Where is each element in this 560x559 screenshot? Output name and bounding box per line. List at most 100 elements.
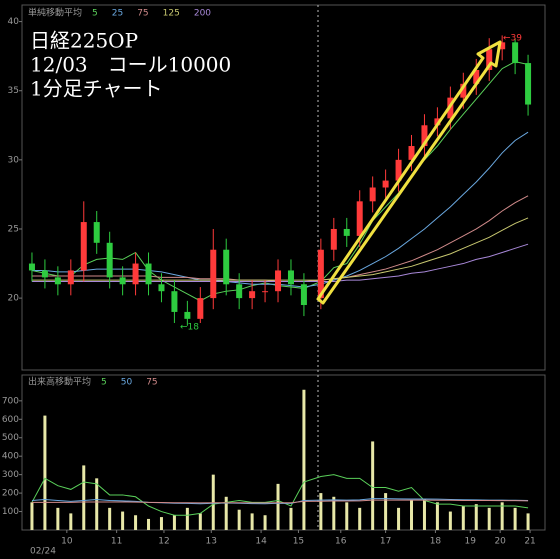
y-tick-label: 400	[2, 452, 19, 462]
legend-entry: 75	[137, 9, 148, 19]
volume-bar	[487, 507, 491, 530]
legend-title: 単純移動平均	[28, 7, 82, 19]
legend-entry: 5	[101, 378, 107, 388]
moving-average	[31, 499, 529, 504]
volume-bar	[147, 518, 151, 530]
trend-arrow	[316, 40, 502, 305]
candle-body	[197, 298, 204, 319]
y-tick-label: 30	[8, 155, 20, 165]
x-tick-label: 14	[255, 537, 267, 547]
candle-body	[408, 146, 415, 160]
title-line: 12/03 コール10000	[30, 53, 231, 77]
candle-body	[54, 277, 61, 285]
volume-bar	[500, 502, 504, 530]
candle-body	[106, 242, 113, 278]
volume-bar	[263, 515, 267, 530]
legend-entry: 125	[163, 9, 180, 19]
price-panel	[21, 4, 546, 371]
volume-bar	[474, 504, 478, 530]
volume-panel	[21, 374, 546, 531]
candle-body	[93, 222, 100, 243]
candle-body	[28, 263, 35, 271]
candle-body	[119, 277, 126, 285]
volume-bar	[237, 509, 241, 530]
y-tick-label: 35	[8, 86, 19, 96]
volume-bar	[319, 493, 323, 530]
volume-bar	[95, 478, 99, 530]
volume-bar	[185, 507, 189, 530]
candle-body	[184, 311, 191, 319]
candle-body	[210, 249, 217, 299]
candle-body	[41, 270, 48, 278]
x-tick-label: 11	[111, 537, 122, 547]
volume-bar	[224, 496, 228, 530]
volume-bar	[159, 517, 163, 530]
volume-bar	[30, 502, 34, 530]
candle-body	[421, 125, 428, 147]
annotation: ←39	[503, 34, 522, 44]
x-tick-label: 16	[335, 537, 347, 547]
volume-bar	[56, 507, 60, 530]
candle-body	[499, 42, 506, 50]
volume-bar	[358, 507, 362, 530]
candle-body	[356, 201, 363, 236]
legend-entry: 25	[112, 9, 123, 19]
candle-body	[473, 69, 480, 84]
candle-body	[236, 284, 243, 299]
candle-body	[343, 228, 350, 236]
candle-body	[434, 118, 441, 126]
candle-body	[171, 291, 178, 312]
y-tick-label: 600	[2, 415, 19, 425]
volume-bar	[371, 441, 375, 530]
candle-body	[80, 222, 87, 271]
x-tick-label: 20	[494, 537, 506, 547]
candle-body	[317, 249, 324, 299]
volume-bar	[134, 515, 138, 530]
candle-body	[67, 270, 74, 285]
volume-bar	[121, 511, 125, 530]
volume-bar	[422, 498, 426, 530]
candle-body	[486, 49, 493, 70]
volume-bar	[250, 513, 254, 530]
y-tick-label: 20	[8, 294, 20, 304]
candle-body	[395, 159, 402, 181]
candle-body	[330, 228, 337, 250]
x-tick-label: 10	[61, 537, 73, 547]
legend-entry: 75	[146, 378, 157, 388]
legend-title: 出来高移動平均	[28, 376, 91, 388]
volume-bar	[108, 507, 112, 530]
volume-bar	[384, 493, 388, 530]
volume-bar	[302, 389, 306, 530]
volume-bar	[198, 513, 202, 530]
volume-bar	[397, 507, 401, 530]
candle-body	[158, 284, 165, 292]
annotation: ←18	[180, 323, 199, 333]
volume-bar	[526, 513, 530, 530]
x-tick-label: 19	[465, 537, 477, 547]
volume-bar	[172, 515, 176, 530]
title-line: 日経225OP	[30, 29, 138, 53]
y-tick-label: 700	[2, 396, 19, 406]
volume-bar	[345, 502, 349, 530]
candle-body	[287, 270, 294, 285]
x-tick-label: 17	[380, 537, 391, 547]
y-tick-label: 100	[2, 507, 19, 517]
candle-body	[223, 249, 230, 285]
x-tick-label: 21	[524, 537, 535, 547]
candle-body	[145, 263, 152, 285]
volume-bar	[461, 506, 465, 530]
volume-bar	[69, 513, 73, 530]
candle-body	[460, 83, 467, 98]
moving-average	[31, 474, 529, 516]
volume-bar	[448, 511, 452, 530]
legend-entry: 200	[194, 9, 211, 19]
x-tick-label: 18	[430, 537, 442, 547]
volume-bar	[410, 500, 414, 530]
candle-body	[275, 270, 282, 292]
volume-bar	[513, 507, 517, 530]
y-tick-label: 500	[2, 433, 19, 443]
candle-body	[369, 187, 376, 202]
y-tick-label: 200	[2, 489, 19, 499]
